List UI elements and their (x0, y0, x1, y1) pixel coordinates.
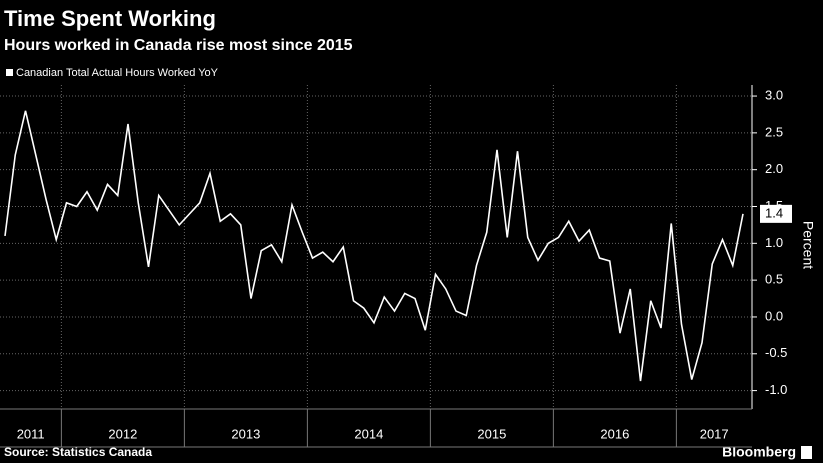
chart-title: Time Spent Working (4, 6, 216, 31)
y-tick-label: 0.5 (765, 272, 783, 287)
brand: Bloomberg (722, 444, 796, 460)
y-tick-label: 2.0 (765, 161, 783, 176)
y-tick-label: 1.0 (765, 235, 783, 250)
x-tick-label: 2015 (477, 426, 506, 441)
y-axis-label: Percent (800, 221, 816, 269)
last-value-label: 1.4 (765, 205, 783, 220)
x-tick-label: 2011 (17, 426, 45, 441)
line (4, 110, 744, 382)
x-tick-label: 2016 (600, 426, 629, 441)
chart-subtitle: Hours worked in Canada rise most since 2… (4, 37, 353, 54)
x-tick-label: 2012 (108, 426, 137, 441)
y-tick-label: -1.0 (765, 382, 787, 397)
y-tick-label: 0.0 (765, 308, 783, 323)
x-tick-label: 2017 (700, 426, 729, 441)
last-value-box (760, 204, 792, 223)
x-tick-label: 2014 (354, 426, 383, 441)
x-tick-label: 2013 (231, 426, 260, 441)
brand-icon (801, 446, 812, 459)
source: Source: Statistics Canada (4, 445, 152, 459)
legend-label: Canadian Total Actual Hours Worked YoY (16, 67, 219, 79)
y-tick-label: 2.5 (765, 124, 783, 139)
legend-swatch (6, 69, 13, 76)
y-tick-label: -0.5 (765, 345, 787, 360)
y-tick-label: 3.0 (765, 87, 783, 102)
